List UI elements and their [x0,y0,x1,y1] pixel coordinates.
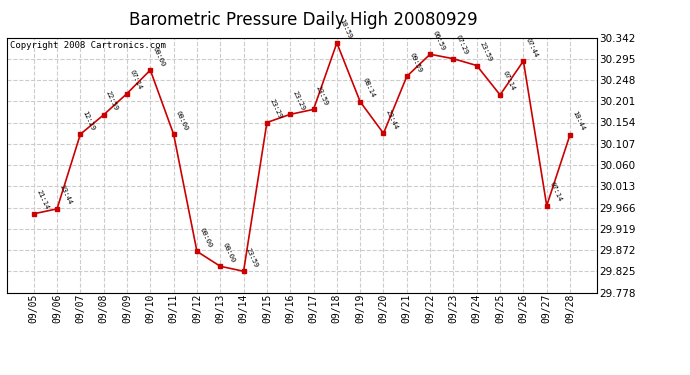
Text: 00:00: 00:00 [221,242,236,264]
Text: 23:29: 23:29 [268,98,283,120]
Text: 00:00: 00:00 [152,45,166,67]
Text: Copyright 2008 Cartronics.com: Copyright 2008 Cartronics.com [10,41,166,50]
Text: Barometric Pressure Daily High 20080929: Barometric Pressure Daily High 20080929 [129,11,478,29]
Text: 12:29: 12:29 [81,110,96,132]
Text: 00:00: 00:00 [175,110,190,132]
Text: 23:59: 23:59 [315,85,329,106]
Text: 08:14: 08:14 [362,77,376,99]
Text: 23:29: 23:29 [292,90,306,112]
Text: 22:59: 22:59 [105,90,119,112]
Text: 23:44: 23:44 [59,184,73,206]
Text: 07:14: 07:14 [548,181,562,203]
Text: 00:00: 00:00 [198,227,213,249]
Text: 07:14: 07:14 [128,69,143,91]
Text: 07:14: 07:14 [502,70,516,92]
Text: 23:44: 23:44 [385,109,400,130]
Text: 10:44: 10:44 [571,110,586,132]
Text: 10:59: 10:59 [338,18,353,40]
Text: 23:59: 23:59 [245,247,259,268]
Text: 07:44: 07:44 [525,36,539,58]
Text: 23:59: 23:59 [478,41,493,63]
Text: 07:29: 07:29 [455,34,469,56]
Text: 06:59: 06:59 [431,30,446,51]
Text: 09:59: 09:59 [408,52,422,74]
Text: 21:14: 21:14 [35,189,50,211]
